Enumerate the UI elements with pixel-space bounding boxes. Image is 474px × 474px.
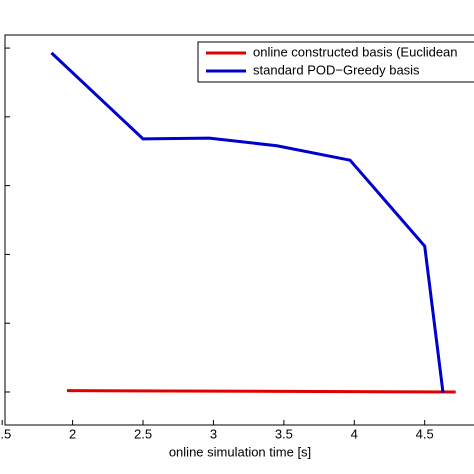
legend-label: online constructed basis (Euclidean	[253, 44, 458, 59]
x-tick-label: 2.5	[134, 426, 152, 441]
x-tick-label: 4	[351, 426, 358, 441]
x-tick-label: 1.5	[0, 426, 11, 441]
x-tick-label: 4.5	[416, 426, 434, 441]
legend-box	[197, 41, 474, 83]
series-line	[50, 51, 445, 393]
x-tick-label: 3	[210, 426, 217, 441]
x-tick-label: 2	[69, 426, 76, 441]
x-tick-label: 3.5	[275, 426, 293, 441]
series-line	[66, 389, 456, 394]
x-axis-label: online simulation time [s]	[169, 444, 311, 459]
legend-label: standard POD−Greedy basis	[253, 62, 420, 77]
plot-frame	[4, 34, 474, 426]
